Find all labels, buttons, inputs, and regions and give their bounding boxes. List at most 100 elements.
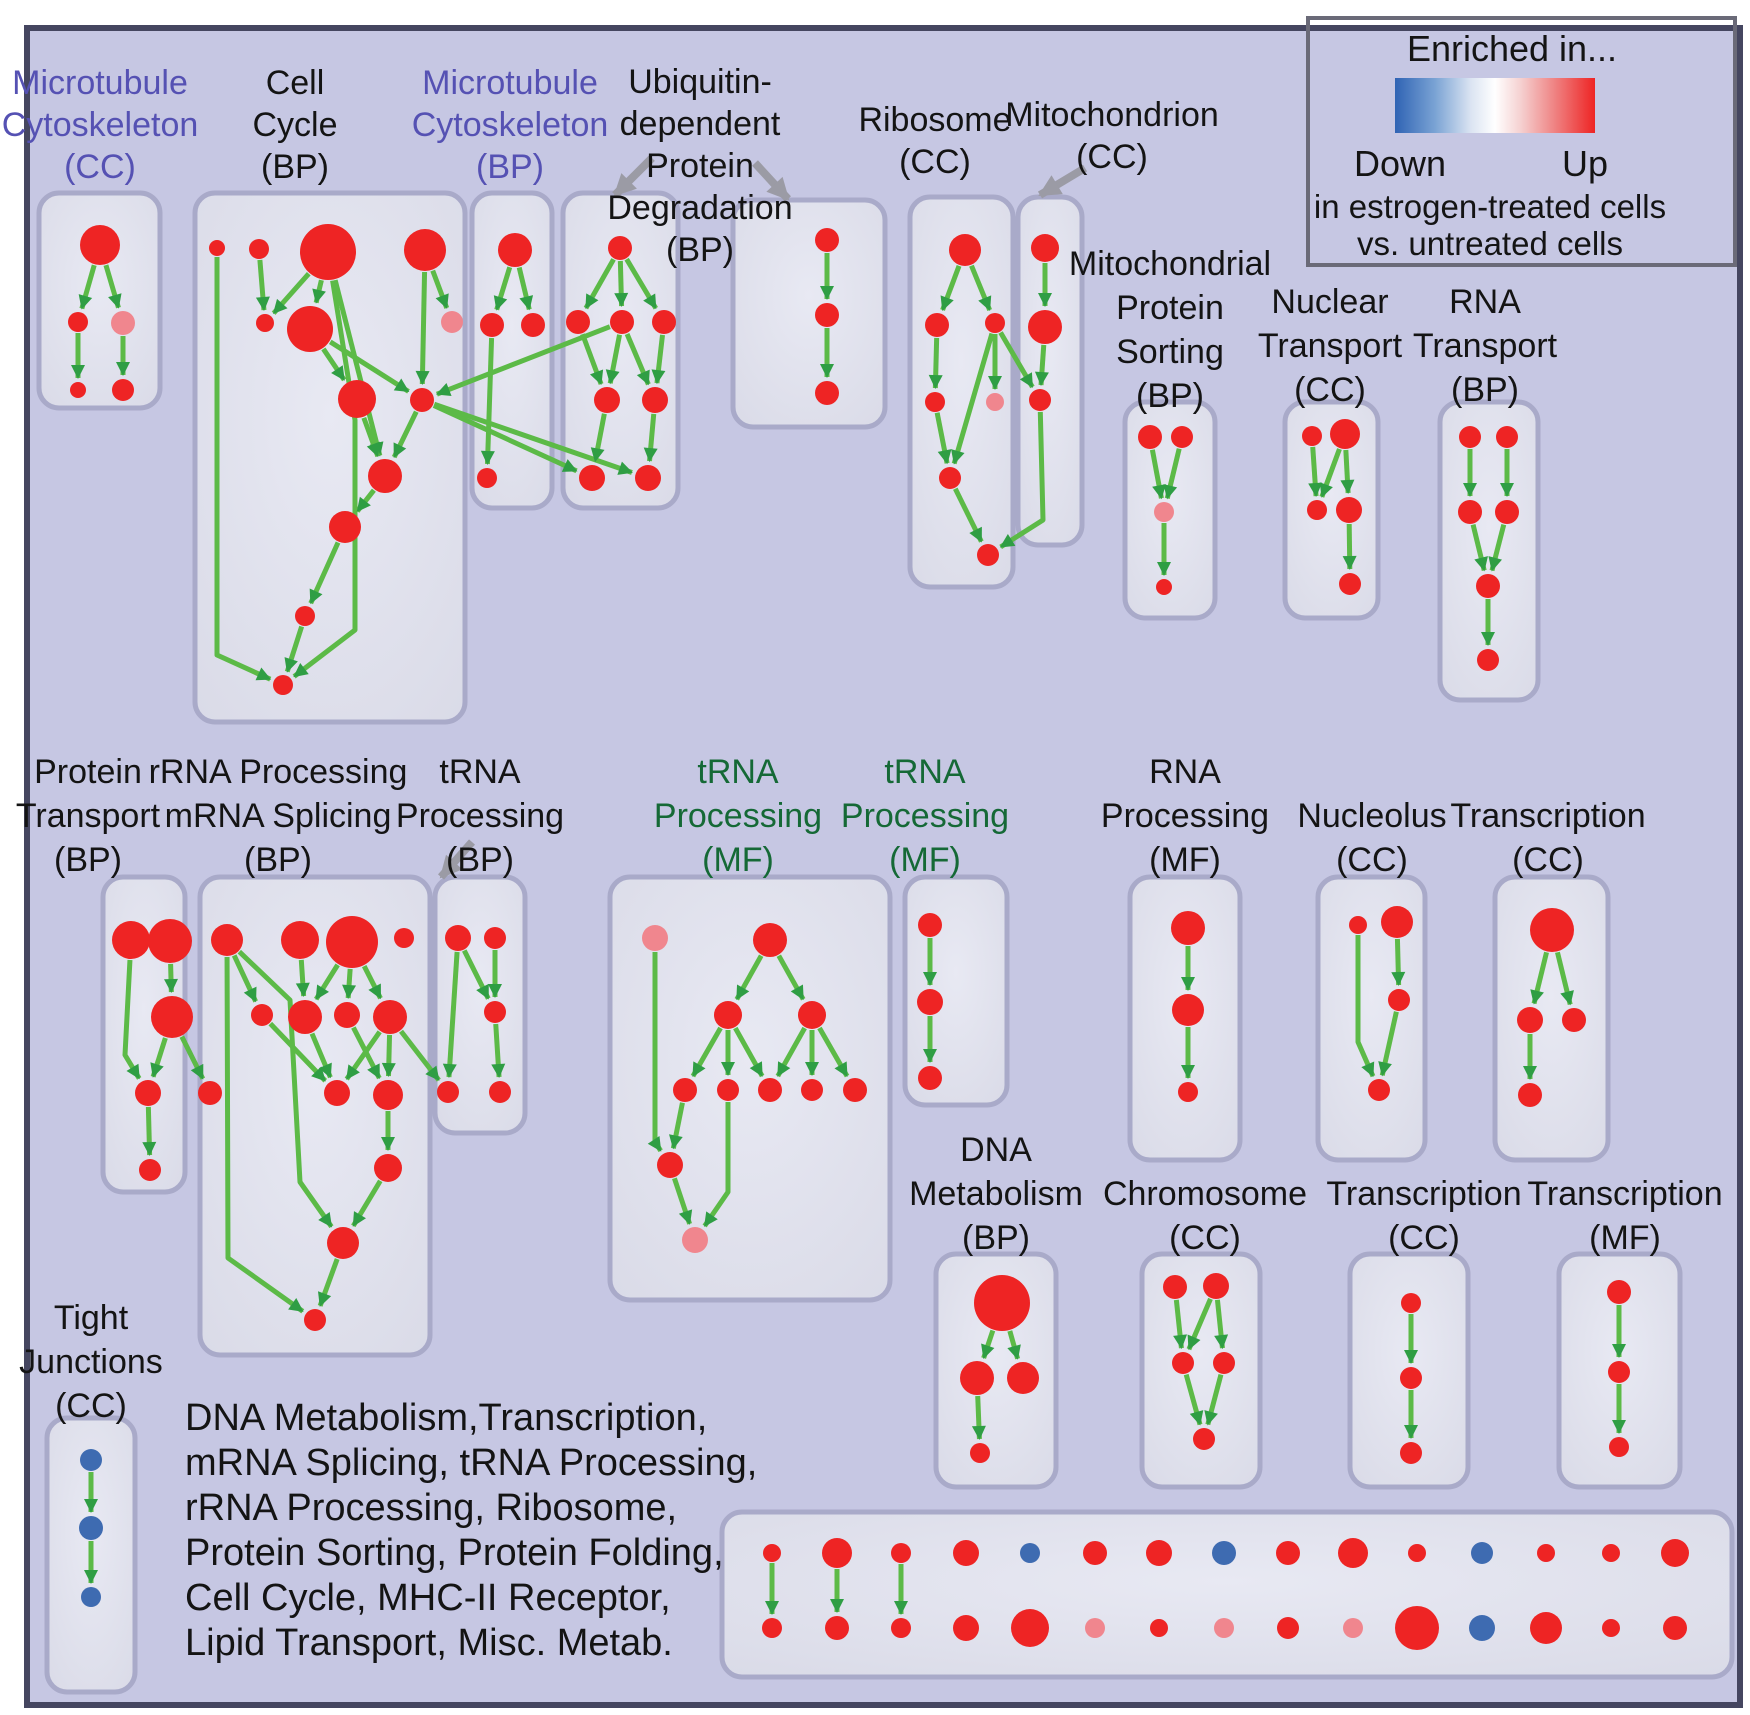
gene-node-k4: [1476, 574, 1500, 598]
label-transcription-cc-row3: Transcription (CC): [1326, 1175, 1521, 1257]
label-mito-protein-sorting: Mitochondrial Protein Sorting (BP): [1069, 245, 1271, 415]
gene-node-f2: [985, 313, 1005, 333]
legend-sub2: vs. untreated cells: [1357, 225, 1623, 262]
gene-node-xb10: [1395, 1606, 1439, 1650]
legend-title: Enriched in...: [1407, 28, 1617, 69]
gene-node-p3: [437, 1081, 459, 1103]
edge-b8-b9: [355, 488, 376, 513]
gene-node-f1: [925, 313, 949, 337]
edge-m1-m6: [295, 959, 310, 998]
edge-i1-i3: [1340, 449, 1355, 495]
gene-node-b9: [329, 511, 361, 543]
gene-node-i0: [1302, 426, 1322, 446]
gene-node-p1: [484, 927, 506, 949]
gene-node-xt6: [1146, 1540, 1172, 1566]
edge-f3-f5: [934, 412, 952, 465]
gene-node-v2: [1400, 1442, 1422, 1464]
gene-node-i4: [1339, 573, 1361, 595]
gene-node-d3: [652, 310, 676, 334]
edge-c0-c1: [493, 266, 513, 311]
gene-node-k5: [1477, 649, 1499, 671]
label-microtubule-bp: Microtubule Cytoskeleton (BP): [412, 64, 609, 186]
label-pointer-arrow-1: [612, 155, 655, 198]
edge-f0-f1: [940, 265, 962, 311]
edge-l2-l3: [150, 1037, 168, 1078]
gene-node-d0: [608, 236, 632, 260]
gene-node-p2: [484, 1001, 506, 1023]
label-mitochondrion: Mitochondrion (CC): [1005, 96, 1219, 176]
edge-n1-n2: [734, 954, 764, 1001]
gene-node-xt11: [1471, 1542, 1493, 1564]
edge-n5-n10: [702, 1102, 731, 1228]
gene-node-i2: [1307, 500, 1327, 520]
edge-m2-m7: [342, 968, 357, 1000]
edge-q0-q2: [1007, 1330, 1021, 1360]
gene-node-xt5: [1083, 1541, 1107, 1565]
edge-b6-b8: [361, 416, 381, 458]
legend-gradient-bar: [1395, 78, 1595, 133]
gene-node-b0: [209, 240, 225, 256]
label-transcription-mf: Transcription (MF): [1527, 1175, 1722, 1257]
gene-node-q1: [960, 1361, 994, 1395]
edge-i0-i2: [1308, 446, 1323, 498]
label-microtubule-cc: Microtubule Cytoskeleton (CC): [2, 64, 199, 186]
gene-node-xb5: [1085, 1618, 1105, 1638]
label-nucleolus: Nucleolus (CC): [1297, 797, 1446, 879]
gene-node-m8: [373, 1000, 407, 1034]
gene-node-xb8: [1277, 1617, 1299, 1639]
gene-node-f3: [925, 392, 945, 412]
gene-node-c2: [521, 313, 545, 337]
edge-l1-l2: [164, 963, 178, 994]
gene-node-xt14: [1661, 1539, 1689, 1567]
edge-m11-m12: [351, 1179, 383, 1228]
edge-d2-d4: [605, 334, 622, 385]
gene-node-t3: [1518, 1083, 1542, 1107]
gene-node-xb11: [1469, 1615, 1495, 1641]
gene-node-s1: [1381, 906, 1413, 938]
gene-node-k3: [1495, 500, 1519, 524]
edge-p0-p3: [442, 951, 460, 1079]
gene-node-s0: [1349, 916, 1367, 934]
gene-node-xb0: [762, 1618, 782, 1638]
edge-n1-n3: [776, 954, 806, 1001]
gene-node-h1: [1171, 426, 1193, 448]
gene-node-xt2: [891, 1543, 911, 1563]
label-pointer-arrow-2: [752, 160, 791, 202]
gene-node-e2: [815, 381, 839, 405]
gene-node-xt4: [1020, 1543, 1040, 1563]
gene-node-a4: [112, 379, 134, 401]
gene-node-xb9: [1343, 1618, 1363, 1638]
gene-node-m11: [374, 1154, 402, 1182]
label-rrna-mrna: rRNA Processing mRNA Splicing (BP): [149, 753, 408, 879]
gene-node-m12: [327, 1227, 359, 1259]
gene-node-xt13: [1602, 1544, 1620, 1562]
label-trna-bp: tRNA Processing (BP): [396, 753, 564, 879]
gene-node-y2: [81, 1587, 101, 1607]
edge-d0-d1: [583, 258, 616, 310]
edge-h0-h2: [1149, 449, 1166, 500]
edge-f1-f3: [928, 337, 943, 390]
gene-node-m5: [251, 1004, 273, 1026]
edge-m0-m13: [224, 956, 305, 1314]
gene-node-f4: [986, 393, 1004, 411]
gene-node-t0: [1530, 908, 1574, 952]
edge-l0-l3: [122, 959, 142, 1080]
edge-i3-i4: [1342, 523, 1357, 571]
edge-f2-f5: [951, 332, 995, 465]
gene-node-i1: [1330, 419, 1360, 449]
gene-node-a1: [68, 312, 88, 332]
gene-node-a0: [80, 225, 120, 265]
edge-a0-a1: [78, 264, 97, 310]
gene-node-m2: [326, 916, 378, 968]
gene-node-d5: [642, 387, 668, 413]
gene-node-n2: [714, 1001, 742, 1029]
label-nuclear-transport: Nuclear Transport (CC): [1258, 283, 1403, 409]
gene-node-xt8: [1276, 1541, 1300, 1565]
gene-node-xt3: [953, 1540, 979, 1566]
gene-node-xb14: [1663, 1616, 1687, 1640]
gene-node-m10: [373, 1080, 403, 1110]
group-box-chromosome: [1139, 1251, 1263, 1490]
gene-node-m0: [211, 924, 243, 956]
edge-i1-i2: [1319, 448, 1342, 498]
